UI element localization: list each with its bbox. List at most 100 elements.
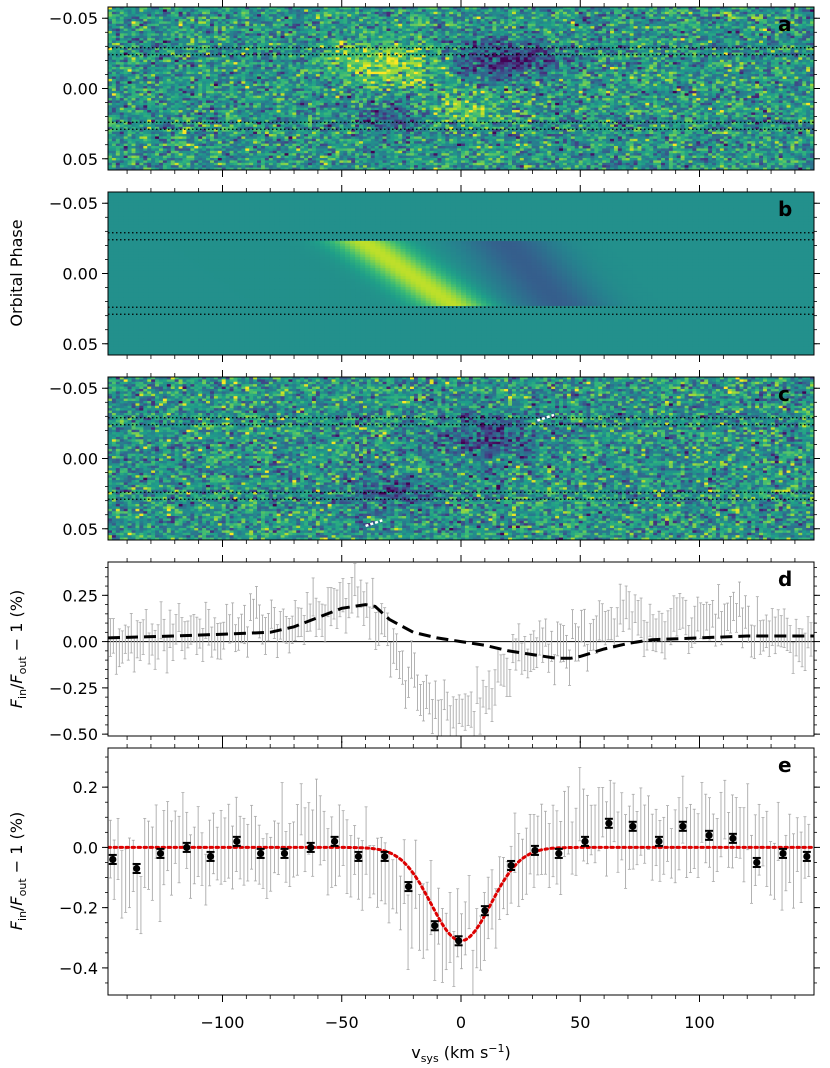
heat-cell [488,18,493,22]
heat-cell [633,35,638,39]
heat-cell [786,7,791,10]
heat-cell [429,33,435,37]
heat-cell [496,66,501,70]
heat-cell [778,30,784,34]
heat-cell [723,16,729,20]
heat-cell [747,28,752,32]
heat-cell [429,57,435,61]
heat-cell [304,21,309,25]
heat-cell [802,18,807,22]
heat-cell [280,40,285,44]
heat-cell [390,40,395,44]
heat-cell [139,7,144,10]
heat-cell [158,38,164,42]
heat-cell [327,52,333,56]
heat-cell [111,62,117,66]
heat-cell [723,47,729,51]
heat-cell [782,57,788,61]
heat-cell [751,7,756,10]
heat-cell [276,11,282,15]
heat-cell [508,35,513,39]
heat-cell [523,45,529,49]
heat-cell [166,66,172,70]
heat-cell [433,40,438,44]
heat-cell [637,71,642,75]
heat-cell [657,21,662,25]
heat-cell [488,69,493,73]
heat-cell [264,38,270,42]
heat-cell [280,59,285,63]
heat-cell [598,69,603,73]
heat-cell [476,71,482,75]
heat-cell [413,26,419,30]
heat-cell [519,66,525,70]
heat-cell [143,30,148,34]
heat-cell [598,50,603,54]
heat-cell [402,30,407,34]
heat-cell [253,47,258,51]
heat-cell [527,42,533,46]
heat-cell [723,54,729,58]
heat-cell [559,35,564,39]
heat-cell [531,9,537,13]
heat-cell [488,26,493,30]
heat-cell [566,16,572,20]
heat-cell [213,66,219,70]
heat-cell [253,42,258,46]
heat-cell [543,66,548,70]
heat-cell [598,14,603,18]
heat-cell [449,16,454,20]
heat-cell [429,35,435,39]
heat-cell [582,30,588,34]
heat-cell [288,66,293,70]
heat-cell [386,47,391,51]
heat-cell [661,52,666,56]
heat-cell [790,50,795,54]
heat-cell [382,62,387,66]
heat-cell [151,40,156,44]
heat-cell [198,52,203,56]
heat-cell [386,57,391,61]
heat-cell [727,33,733,37]
heat-cell [170,40,176,44]
heat-cell [476,45,482,49]
heat-cell [441,16,446,20]
heat-cell [574,38,580,42]
heat-cell [606,71,611,75]
heat-cell [331,47,336,51]
heat-cell [362,45,368,49]
heat-cell [209,30,215,34]
heat-cell [351,66,356,70]
heat-cell [292,18,297,22]
heat-cell [464,38,470,42]
heat-cell [786,38,791,42]
heat-cell [457,69,462,73]
heat-cell [484,50,489,54]
heat-cell [111,54,117,58]
heat-cell [743,16,748,20]
heat-cell [562,71,568,75]
heat-cell [264,62,270,66]
heat-cell [135,16,140,20]
heat-cell [531,33,537,37]
heat-cell [241,64,246,68]
heat-cell [221,57,227,61]
heat-cell [488,42,493,46]
heat-cell [398,64,403,68]
heat-cell [359,40,364,44]
heat-cell [417,54,423,58]
heat-cell [504,18,509,22]
heat-cell [190,38,195,42]
heat-cell [335,42,340,46]
heat-cell [539,66,544,70]
heat-cell [413,23,419,27]
heat-cell [464,59,470,63]
heat-cell [413,30,419,34]
heat-cell [123,11,129,15]
heat-cell [386,38,391,42]
heat-cell [645,11,650,15]
heat-cell [198,50,203,54]
heat-cell [657,26,662,30]
heat-cell [770,38,776,42]
heat-cell [755,59,760,63]
